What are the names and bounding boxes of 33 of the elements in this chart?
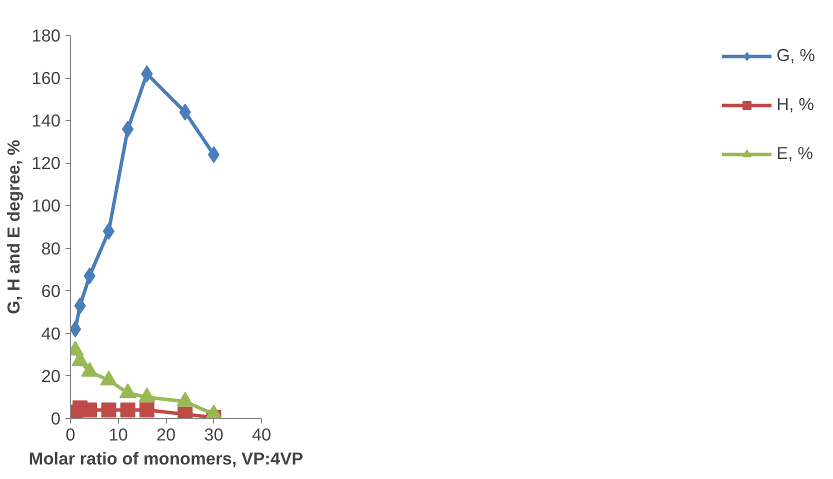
point — [119, 383, 136, 398]
legend-label: G, % — [776, 45, 815, 66]
point — [81, 362, 98, 377]
point — [176, 392, 194, 407]
y-axis-title: G, H and E degree, % — [4, 140, 24, 314]
point — [120, 402, 136, 418]
point — [208, 146, 220, 164]
x-tick-label: 10 — [108, 424, 128, 444]
x-tick-label: 0 — [66, 424, 76, 444]
y-tick-label: 120 — [32, 153, 61, 174]
point — [82, 402, 98, 418]
y-tick-label: 100 — [32, 196, 61, 216]
y-tick-label: 60 — [41, 280, 61, 301]
x-tick-label: 30 — [204, 424, 224, 444]
x-tick-label: 20 — [156, 424, 176, 444]
y-tick-label: 40 — [41, 323, 61, 344]
y-tick-label: 0 — [50, 408, 61, 428]
y-tick-label: 160 — [32, 68, 61, 88]
point — [122, 120, 134, 138]
x-axis-title: Molar ratio of monomers, VP:4VP — [28, 448, 304, 468]
point — [100, 370, 118, 386]
y-tick-label: 180 — [32, 26, 61, 46]
point — [102, 222, 115, 240]
legend-label: H, % — [776, 94, 814, 115]
y-tick-label: 140 — [32, 110, 61, 131]
point — [205, 404, 222, 418]
point — [138, 387, 156, 402]
y-tick-label: 20 — [41, 366, 61, 386]
x-tick-label: 40 — [252, 424, 272, 444]
point — [101, 402, 116, 418]
point — [139, 402, 154, 418]
y-tick-label: 80 — [41, 238, 61, 258]
legend-label: E, % — [776, 143, 814, 164]
